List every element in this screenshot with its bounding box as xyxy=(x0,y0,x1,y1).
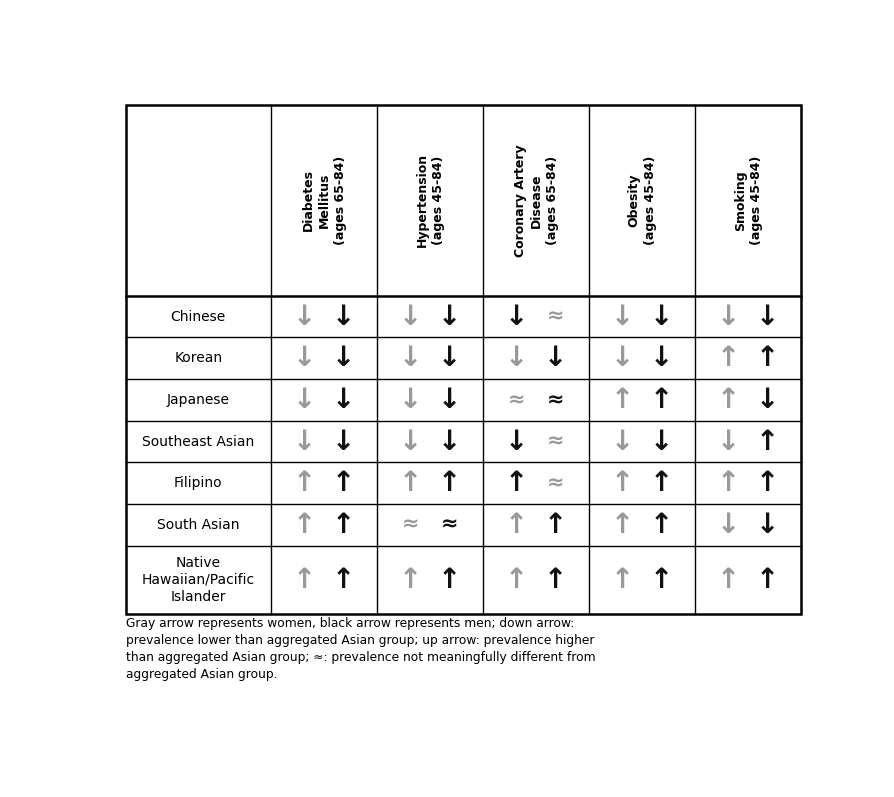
Text: ↑: ↑ xyxy=(332,469,355,497)
Text: ↓: ↓ xyxy=(332,303,355,331)
Text: ↓: ↓ xyxy=(438,303,461,331)
Text: ↓: ↓ xyxy=(611,344,635,372)
Text: ↑: ↑ xyxy=(399,566,422,594)
Text: ↑: ↑ xyxy=(438,566,461,594)
Text: ↓: ↓ xyxy=(650,344,673,372)
Text: ↑: ↑ xyxy=(505,469,528,497)
Text: ↓: ↓ xyxy=(756,511,780,539)
Text: ↑: ↑ xyxy=(399,469,422,497)
Text: ↑: ↑ xyxy=(544,511,567,539)
Text: Coronary Artery
Disease
(ages 65-84): Coronary Artery Disease (ages 65-84) xyxy=(514,144,559,257)
Text: Hypertension
(ages 45-84): Hypertension (ages 45-84) xyxy=(416,153,444,247)
Text: ↑: ↑ xyxy=(717,386,740,414)
Text: ↓: ↓ xyxy=(650,303,673,331)
Text: ≈: ≈ xyxy=(547,390,564,410)
Text: ↓: ↓ xyxy=(332,386,355,414)
Text: ↓: ↓ xyxy=(293,344,316,372)
Text: ↓: ↓ xyxy=(544,344,567,372)
Text: ↓: ↓ xyxy=(650,427,673,456)
Text: ↑: ↑ xyxy=(756,469,780,497)
Text: Japanese: Japanese xyxy=(167,393,230,407)
Text: ↓: ↓ xyxy=(438,344,461,372)
Text: ≈: ≈ xyxy=(402,515,419,535)
Text: ↑: ↑ xyxy=(505,511,528,539)
Text: ↓: ↓ xyxy=(438,427,461,456)
Text: ↓: ↓ xyxy=(332,344,355,372)
Text: ↑: ↑ xyxy=(650,469,673,497)
Text: ↑: ↑ xyxy=(293,511,316,539)
Text: ↑: ↑ xyxy=(293,566,316,594)
Text: ↑: ↑ xyxy=(611,386,635,414)
Text: ↑: ↑ xyxy=(438,469,461,497)
Text: ↓: ↓ xyxy=(611,427,635,456)
Text: ↓: ↓ xyxy=(399,344,422,372)
Text: ↑: ↑ xyxy=(332,566,355,594)
Text: ↑: ↑ xyxy=(611,566,635,594)
Text: Diabetes
Mellitus
(ages 65-84): Diabetes Mellitus (ages 65-84) xyxy=(301,155,347,245)
Text: ↓: ↓ xyxy=(717,511,740,539)
Text: ≈: ≈ xyxy=(547,431,564,452)
Text: ↑: ↑ xyxy=(505,566,528,594)
Text: ↑: ↑ xyxy=(756,344,780,372)
Text: ↓: ↓ xyxy=(717,427,740,456)
Text: ↓: ↓ xyxy=(717,303,740,331)
Text: South Asian: South Asian xyxy=(157,518,240,532)
Text: ↓: ↓ xyxy=(399,386,422,414)
Text: ↑: ↑ xyxy=(756,566,780,594)
Text: Smoking
(ages 45-84): Smoking (ages 45-84) xyxy=(734,155,763,245)
Text: ↑: ↑ xyxy=(650,566,673,594)
Text: ↓: ↓ xyxy=(756,303,780,331)
Text: ↓: ↓ xyxy=(293,427,316,456)
Text: ↑: ↑ xyxy=(332,511,355,539)
Text: ↑: ↑ xyxy=(717,344,740,372)
Text: Korean: Korean xyxy=(174,351,223,365)
Text: ↑: ↑ xyxy=(650,511,673,539)
Text: ↓: ↓ xyxy=(756,386,780,414)
Text: ↓: ↓ xyxy=(399,303,422,331)
Text: ↑: ↑ xyxy=(293,469,316,497)
Text: ↑: ↑ xyxy=(717,566,740,594)
Text: ↓: ↓ xyxy=(505,427,528,456)
Text: ↑: ↑ xyxy=(650,386,673,414)
Text: Filipino: Filipino xyxy=(174,476,223,490)
Text: Obesity
(ages 45-84): Obesity (ages 45-84) xyxy=(628,155,656,245)
Text: Gray arrow represents women, black arrow represents men; down arrow:
prevalence : Gray arrow represents women, black arrow… xyxy=(125,617,595,681)
Text: ↑: ↑ xyxy=(544,566,567,594)
Text: ↓: ↓ xyxy=(399,427,422,456)
Text: ≈: ≈ xyxy=(547,307,564,327)
Text: Southeast Asian: Southeast Asian xyxy=(142,434,255,449)
Text: ≈: ≈ xyxy=(547,473,564,493)
Text: ↑: ↑ xyxy=(756,427,780,456)
Text: Native
Hawaiian/Pacific
Islander: Native Hawaiian/Pacific Islander xyxy=(142,556,255,604)
Text: ≈: ≈ xyxy=(508,390,526,410)
Text: ≈: ≈ xyxy=(441,515,459,535)
Text: ↑: ↑ xyxy=(611,469,635,497)
Text: ↓: ↓ xyxy=(332,427,355,456)
Text: ↓: ↓ xyxy=(438,386,461,414)
Text: ↑: ↑ xyxy=(717,469,740,497)
Text: ↓: ↓ xyxy=(505,344,528,372)
Text: ↓: ↓ xyxy=(611,303,635,331)
Text: ↓: ↓ xyxy=(293,386,316,414)
Text: ↓: ↓ xyxy=(293,303,316,331)
Text: Chinese: Chinese xyxy=(171,310,226,324)
Text: ↓: ↓ xyxy=(505,303,528,331)
Text: ↑: ↑ xyxy=(611,511,635,539)
